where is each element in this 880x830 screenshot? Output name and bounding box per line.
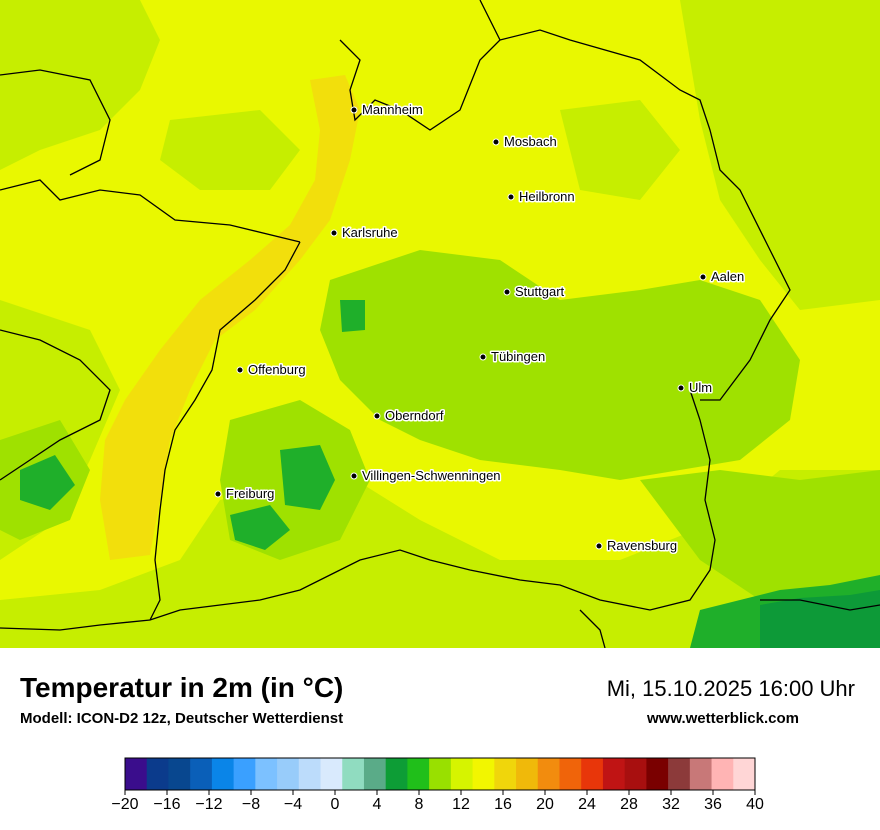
- legend-tick-label: 24: [578, 796, 596, 813]
- legend-swatch: [342, 758, 365, 790]
- legend-swatch: [298, 758, 322, 790]
- legend-tick-label: 32: [662, 796, 680, 813]
- city-dot: [373, 412, 381, 420]
- legend-swatch: [646, 758, 669, 790]
- city-marker: Heilbronn: [507, 188, 576, 206]
- state-borders: [0, 0, 880, 648]
- model-info: Modell: ICON-D2 12z, Deutscher Wetterdie…: [20, 710, 344, 727]
- city-markers: Mannheim Mosbach Heilbronn Karlsruhe Aalen St…: [214, 101, 746, 555]
- city-label: Tübingen: [491, 349, 545, 364]
- forecast-datetime: Mi, 15.10.2025 16:00 Uhr: [606, 676, 855, 701]
- legend-swatch: [450, 758, 474, 790]
- legend-tick-label: 4: [373, 796, 382, 813]
- legend-swatch: [689, 758, 713, 790]
- city-marker: Tübingen: [479, 348, 547, 366]
- legend-swatch: [385, 758, 408, 790]
- city-label: Mannheim: [362, 102, 423, 117]
- legend-swatch: [559, 758, 582, 790]
- city-marker: Ravensburg: [595, 537, 679, 555]
- legend-swatch: [233, 758, 256, 790]
- city-label: Karlsruhe: [342, 225, 398, 240]
- city-marker: Karlsruhe: [330, 224, 399, 242]
- city-dot: [236, 366, 244, 374]
- city-label: Aalen: [711, 269, 744, 284]
- city-dot: [699, 273, 707, 281]
- legend-swatch: [255, 758, 278, 790]
- legend-frame: [124, 757, 756, 791]
- legend-tick-label: 36: [704, 796, 722, 813]
- city-dot: [350, 472, 358, 480]
- legend-tick-label: 40: [746, 796, 764, 813]
- legend-swatch: [277, 758, 300, 790]
- legend-swatch: [494, 758, 517, 790]
- city-marker: Mannheim: [350, 101, 424, 119]
- legend-swatch: [211, 758, 235, 790]
- city-marker: Offenburg: [236, 361, 307, 379]
- city-dot: [507, 193, 515, 201]
- city-label: Mosbach: [504, 134, 557, 149]
- city-marker: Ulm: [677, 379, 714, 397]
- website-link[interactable]: www.wetterblick.com: [647, 710, 799, 727]
- legend-tick-label: 16: [494, 796, 512, 813]
- city-label: Freiburg: [226, 486, 274, 501]
- city-marker: Aalen: [699, 268, 746, 286]
- city-marker: Villingen-Schwenningen: [350, 467, 502, 485]
- legend-tick-label: 8: [415, 796, 424, 813]
- temperature-fields: [0, 0, 880, 648]
- legend-swatch: [363, 758, 387, 790]
- legend-swatch: [602, 758, 626, 790]
- legend-swatch: [190, 758, 213, 790]
- city-marker: Stuttgart: [503, 283, 566, 301]
- city-marker: Mosbach: [492, 133, 558, 151]
- city-dot: [330, 229, 338, 237]
- legend-swatch: [429, 758, 452, 790]
- legend-tick-label: −4: [284, 796, 302, 813]
- legend-swatch: [668, 758, 691, 790]
- legend-swatch: [537, 758, 560, 790]
- legend-tick-label: 0: [331, 796, 340, 813]
- legend-tick-label: −12: [195, 796, 222, 813]
- legend-swatch: [407, 758, 430, 790]
- city-marker: Oberndorf: [373, 407, 445, 425]
- city-dot: [492, 138, 500, 146]
- city-label: Oberndorf: [385, 408, 444, 423]
- map-title: Temperatur in 2m (in °C): [20, 672, 344, 703]
- legend-tick-label: −20: [111, 796, 138, 813]
- city-label: Stuttgart: [515, 284, 565, 299]
- legend-swatch: [146, 758, 169, 790]
- legend-tick-label: −16: [153, 796, 180, 813]
- city-dot: [595, 542, 603, 550]
- legend-tick-label: −8: [242, 796, 260, 813]
- city-dot: [350, 106, 358, 114]
- city-label: Villingen-Schwenningen: [362, 468, 501, 483]
- temperature-map: Mannheim Mosbach Heilbronn Karlsruhe Aalen St…: [0, 0, 880, 648]
- legend-swatch: [711, 758, 734, 790]
- legend-tick-label: 20: [536, 796, 554, 813]
- city-label: Ravensburg: [607, 538, 677, 553]
- legend-swatch: [125, 758, 148, 790]
- legend-swatch: [168, 758, 191, 790]
- city-label: Offenburg: [248, 362, 306, 377]
- city-dot: [214, 490, 222, 498]
- legend-swatch: [320, 758, 343, 790]
- city-label: Ulm: [689, 380, 712, 395]
- city-dot: [503, 288, 511, 296]
- legend-swatch: [581, 758, 604, 790]
- city-dot: [479, 353, 487, 361]
- color-legend: −20 −16 −12 −8 −4 0 4 8 12 16 20 24 28 32 36 40: [100, 755, 780, 825]
- legend-tick-label: 12: [452, 796, 470, 813]
- legend-tick-label: 28: [620, 796, 638, 813]
- legend-ticks: −20 −16 −12 −8 −4 0 4 8 12 16 20 24 28 32 36 40: [111, 790, 764, 813]
- city-marker: Freiburg: [214, 485, 276, 503]
- city-dot: [677, 384, 685, 392]
- legend-color-bar: [124, 757, 756, 791]
- legend-swatch: [516, 758, 539, 790]
- legend-swatch: [624, 758, 647, 790]
- legend-swatch: [472, 758, 495, 790]
- legend-swatch: [733, 758, 756, 790]
- city-label: Heilbronn: [519, 189, 575, 204]
